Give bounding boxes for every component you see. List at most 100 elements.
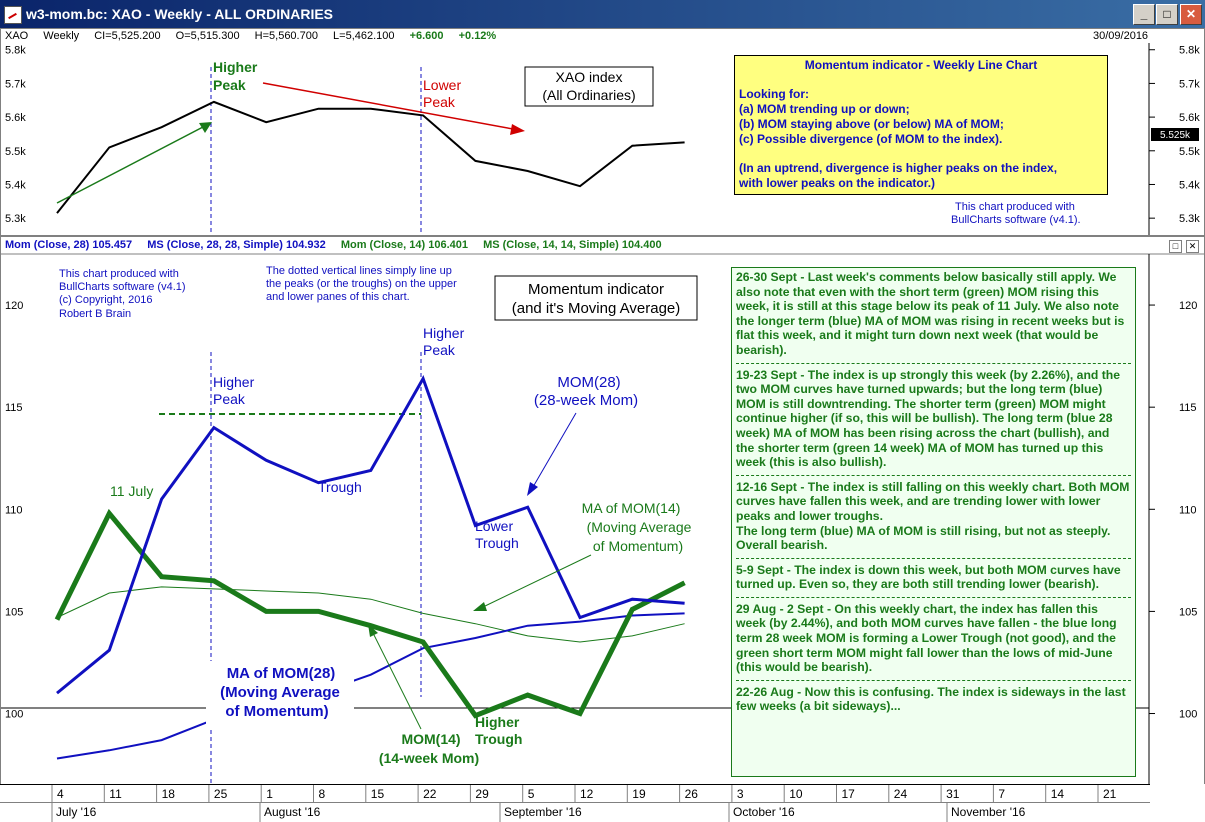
ma14-label-3: of Momentum)	[593, 538, 683, 554]
mom-title-line1: Momentum indicator	[528, 281, 664, 298]
mom14-label-2: (14-week Mom)	[379, 750, 479, 766]
x-month-label: August '16	[264, 805, 321, 819]
x-month-label: September '16	[504, 805, 582, 819]
x-day-label: 1	[266, 787, 273, 801]
x-day-label: 19	[632, 787, 646, 801]
x-day-label: 21	[1103, 787, 1117, 801]
produced-bottom-line3: (c) Copyright, 2016	[59, 294, 153, 306]
upper-ytick-right: 5.4k	[1179, 179, 1200, 191]
upper-ytick-left: 5.7k	[5, 78, 26, 90]
mom14-readout: Mom (Close, 14) 106.401	[340, 239, 468, 251]
x-day-label: 8	[319, 787, 326, 801]
close-button[interactable]: ✕	[1180, 4, 1202, 25]
note-26-30-sept: 26-30 Sept - Last week's comments below …	[736, 270, 1125, 357]
ma28-label-1: MA of MOM(28)	[227, 665, 336, 682]
lower-trough-label-2: Trough	[475, 535, 519, 551]
ma14-label-1: MA of MOM(14)	[582, 500, 681, 516]
lower-peak-label-2: Peak	[423, 94, 456, 110]
lower-ytick-left: 105	[5, 606, 23, 618]
dotted-note-line1: The dotted vertical lines simply line up	[266, 265, 452, 277]
lower-ytick-left: 110	[5, 504, 23, 516]
produced-bottom-line1: This chart produced with	[59, 268, 179, 280]
produced-note-top: This chart produced with BullCharts soft…	[951, 201, 1081, 227]
upper-ytick-left: 5.5k	[5, 146, 26, 158]
higher-peak-mom-4: Peak	[423, 342, 456, 358]
dotted-note-line3: and lower panes of this chart.	[266, 291, 410, 303]
produced-bottom-line4: Robert B Brain	[59, 308, 131, 320]
ma28-label-3: of Momentum)	[225, 703, 328, 720]
index-uptrend-arrow	[56, 126, 204, 204]
mom-title-line2: (and it's Moving Average)	[512, 300, 681, 317]
upper-ytick-left: 5.4k	[5, 179, 26, 191]
period-label: Weekly	[43, 30, 80, 42]
index-downtrend-arrowhead	[510, 124, 525, 135]
app-icon	[4, 6, 22, 24]
index-chart: 5.3k 5.3k 5.4k 5.4k 5.5k 5.5k 5.6k 5.6k 5.7k 5.7k…	[5, 43, 1200, 235]
change-value: +6.600	[409, 30, 444, 42]
x-day-label: 15	[371, 787, 385, 801]
ma14-pointer	[482, 554, 592, 608]
lower-ytick-left: 120	[5, 300, 23, 312]
maximize-button[interactable]: □	[1156, 4, 1178, 25]
higher-peak-mom-2: Peak	[213, 391, 246, 407]
higher-peak-label-2: Peak	[213, 77, 246, 93]
minimize-button[interactable]: _	[1133, 4, 1155, 25]
ms14-readout: MS (Close, 14, 14, Simple) 104.400	[483, 239, 662, 251]
mom-title-box	[494, 275, 698, 321]
note-29aug-2sept: 29 Aug - 2 Sept - On this weekly chart, …	[736, 601, 1117, 675]
pane-close-button[interactable]: ✕	[1186, 240, 1199, 253]
ma-mom28-line	[56, 612, 685, 760]
x-day-label: 18	[162, 787, 176, 801]
lower-peak-label-1: Lower	[423, 77, 461, 93]
higher-peak-label-1: Higher	[213, 59, 258, 75]
mom14-pointer-head	[368, 624, 378, 637]
x-day-label: 5	[528, 787, 535, 801]
index-line	[56, 100, 685, 214]
ma28-label-mask	[206, 661, 354, 727]
mom14-label-1: MOM(14)	[401, 731, 460, 747]
upper-pane: XAO Weekly CI=5,525.200 O=5,515.300 H=5,…	[0, 28, 1205, 236]
higher-peak-mom-3: Higher	[423, 325, 465, 341]
x-month-label: October '16	[733, 805, 795, 819]
upper-ytick-right: 5.7k	[1179, 78, 1200, 90]
yellow-box-title: Momentum indicator - Weekly Line Chart	[804, 58, 1038, 72]
produced-top-line1: This chart produced with	[955, 201, 1075, 213]
note-19-23-sept: 19-23 Sept - The index is up strongly th…	[736, 367, 1121, 470]
commentary-panel: 26-30 Sept - Last week's comments below …	[731, 267, 1136, 777]
mom14-line	[54, 508, 686, 719]
x-day-label: 7	[998, 787, 1005, 801]
close-value: CI=5,525.200	[94, 30, 161, 42]
ms28-readout: MS (Close, 28, 28, Simple) 104.932	[147, 239, 326, 251]
x-month-label: November '16	[951, 805, 1026, 819]
lower-ytick-right: 100	[1179, 709, 1197, 721]
lower-pane: Mom (Close, 28) 105.457 MS (Close, 28, 2…	[0, 236, 1205, 786]
top-info-bar: XAO Weekly CI=5,525.200 O=5,515.300 H=5,…	[5, 30, 508, 46]
index-title-line2: (All Ordinaries)	[542, 87, 635, 103]
x-day-label: 25	[214, 787, 228, 801]
change-pct: +0.12%	[458, 30, 497, 42]
high-value: H=5,560.700	[254, 30, 318, 42]
lower-ytick-right: 105	[1179, 606, 1197, 618]
x-day-label: 11	[109, 787, 122, 801]
lower-ytick-left: 100	[5, 709, 23, 721]
upper-ytick-left: 5.8k	[5, 45, 26, 57]
mom28-pointer-head	[527, 482, 538, 496]
pane-restore-button[interactable]: □	[1169, 240, 1182, 253]
index-title-line1: XAO index	[556, 69, 623, 85]
title-bar: w3-mom.bc: XAO - Weekly - ALL ORDINARIES…	[0, 0, 1205, 28]
symbol-label: XAO	[5, 30, 29, 42]
bottom-info-bar: Mom (Close, 28) 105.457 MS (Close, 28, 2…	[5, 239, 674, 255]
yellow-box-looking: Looking for:	[739, 87, 809, 101]
note-5-9-sept: 5-9 Sept - The index is down this week, …	[736, 562, 1121, 592]
low-value: L=5,462.100	[333, 30, 395, 42]
x-day-label: 4	[57, 787, 64, 801]
open-value: O=5,515.300	[175, 30, 240, 42]
x-day-label: 24	[894, 787, 908, 801]
x-day-label: 29	[475, 787, 489, 801]
trough-label: Trough	[318, 479, 362, 495]
ma14-label-2: (Moving Average	[587, 519, 692, 535]
mom28-pointer	[532, 412, 577, 488]
note-12-16-sept: 12-16 Sept - The index is still falling …	[736, 479, 1130, 553]
lower-ytick-right: 115	[1179, 402, 1197, 414]
mom28-line	[56, 375, 685, 695]
